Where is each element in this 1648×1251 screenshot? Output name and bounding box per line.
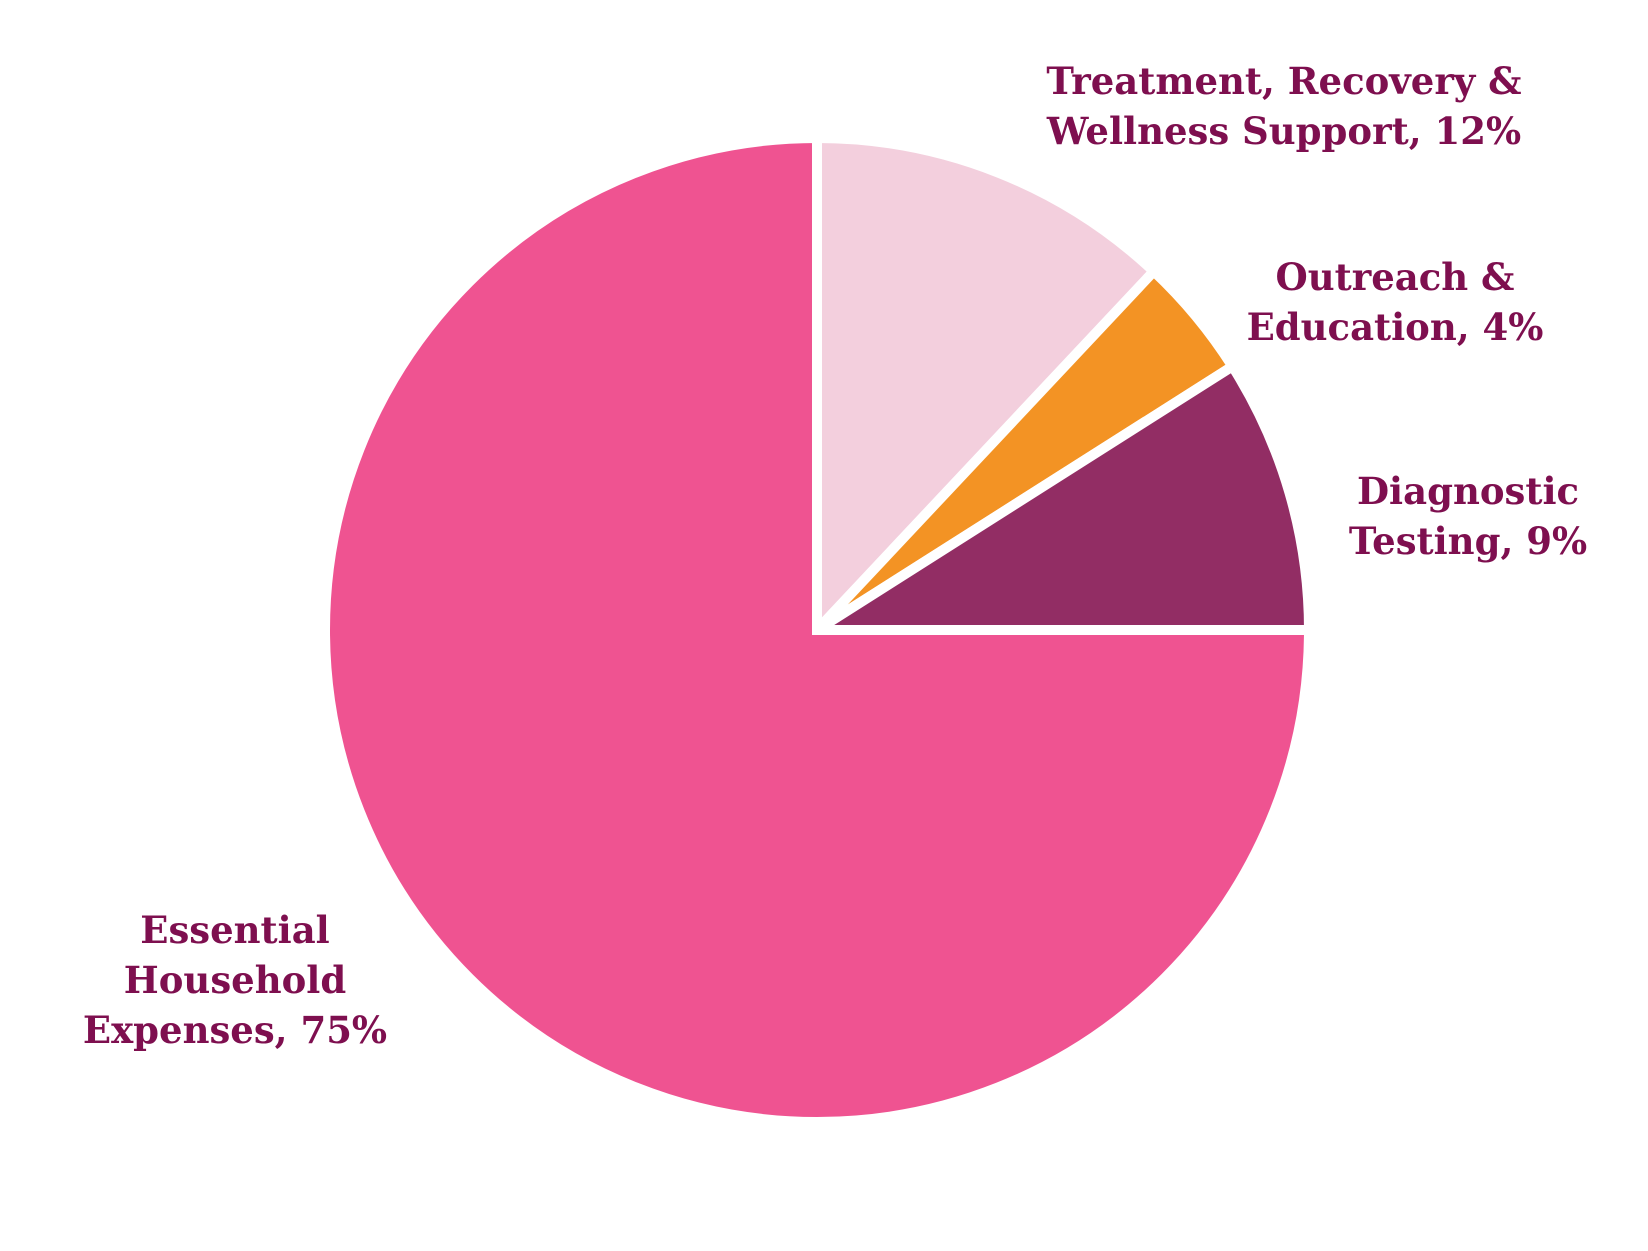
pie-slice-essential bbox=[320, 132, 1315, 1127]
slice-label-treatment: Treatment, Recovery & Wellness Support, … bbox=[1024, 56, 1544, 156]
slice-label-line: Treatment, Recovery & bbox=[1046, 59, 1522, 103]
pie-slice-treatment bbox=[812, 132, 1161, 643]
slice-label-line: Wellness Support, 12% bbox=[1046, 109, 1522, 153]
slice-label-line: Household bbox=[123, 958, 347, 1002]
slice-label-line: Expenses, 75% bbox=[82, 1008, 388, 1052]
slice-label-line: Diagnostic bbox=[1356, 469, 1580, 513]
slice-label-line: Testing, 9% bbox=[1348, 519, 1588, 563]
slice-label-line: Education, 4% bbox=[1246, 305, 1544, 349]
pie-slices bbox=[320, 132, 1315, 1127]
slice-label-line: Outreach & bbox=[1275, 255, 1515, 299]
slice-label-outreach: Outreach & Education, 4% bbox=[1235, 252, 1555, 352]
slice-label-diagnostic: Diagnostic Testing, 9% bbox=[1318, 466, 1618, 566]
slice-label-line: Essential bbox=[140, 908, 330, 952]
slice-label-essential: Essential Household Expenses, 75% bbox=[55, 905, 415, 1055]
pie-slice-diagnostic bbox=[799, 359, 1315, 635]
